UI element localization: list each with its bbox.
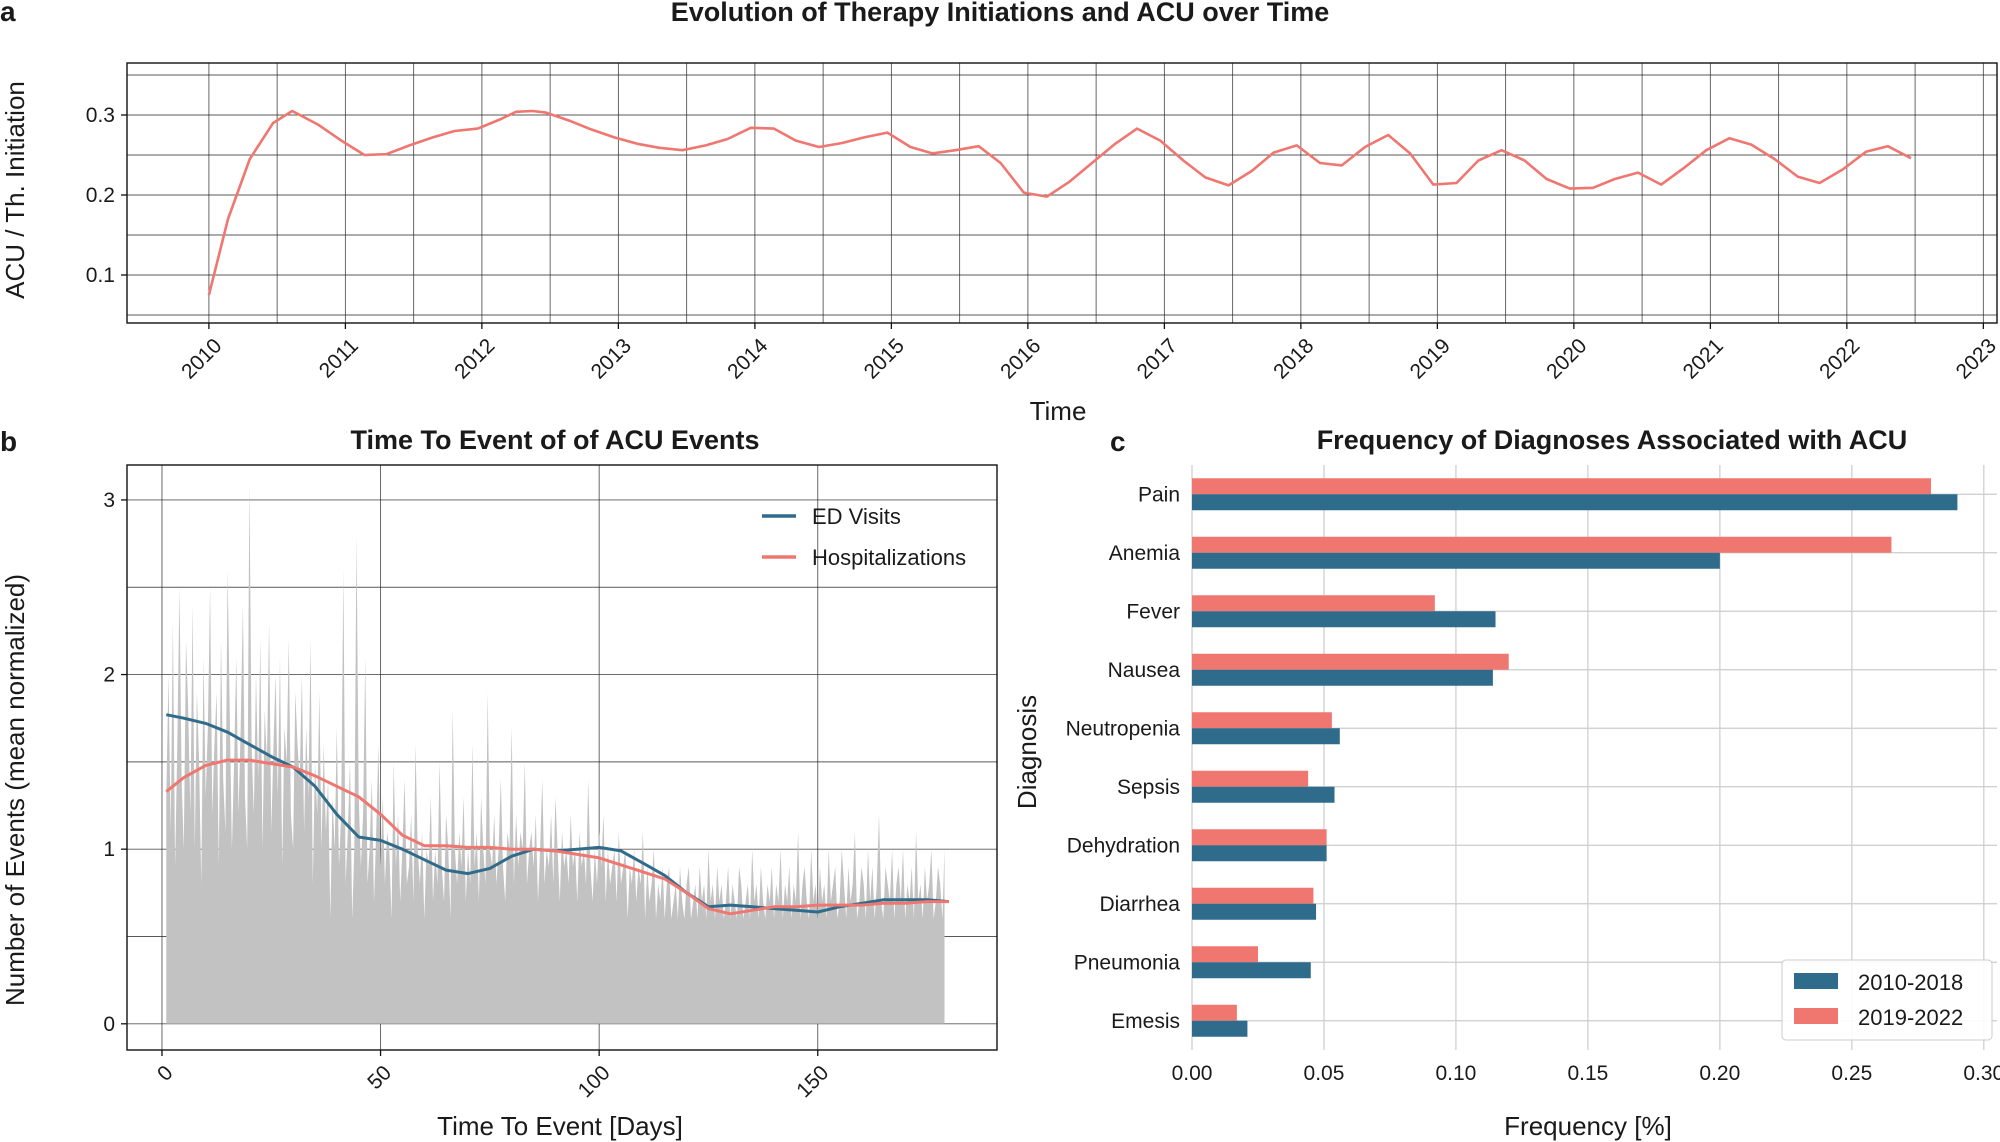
panel-a-xlabel: Time bbox=[1030, 396, 1087, 426]
x-tick-label: 2014 bbox=[723, 334, 773, 384]
y-tick-label: Neutropenia bbox=[1066, 717, 1181, 740]
y-tick-label: 3 bbox=[103, 489, 115, 512]
panel-a-grid bbox=[127, 63, 1997, 323]
legend-swatch-2019-2022 bbox=[1794, 1008, 1838, 1024]
panel-b-legend: ED Visits Hospitalizations bbox=[762, 504, 966, 570]
x-tick-label: 0.20 bbox=[1699, 1062, 1740, 1085]
panel-c-xlabel: Frequency [%] bbox=[1504, 1111, 1672, 1141]
panel-a-title: Evolution of Therapy Initiations and ACU… bbox=[671, 0, 1330, 27]
bar-2019-2022 bbox=[1192, 887, 1314, 904]
x-tick-label: 2010 bbox=[177, 334, 226, 383]
panel-a-ylabel: ACU / Th. Initiation bbox=[0, 81, 30, 299]
bar-2019-2022 bbox=[1192, 712, 1332, 729]
panel-b-letter: b bbox=[0, 426, 17, 457]
panel-b-series bbox=[165, 713, 950, 916]
x-tick-label: 0.25 bbox=[1831, 1062, 1872, 1085]
panel-b-frame bbox=[126, 464, 998, 1051]
y-tick-label: 2 bbox=[103, 664, 115, 687]
y-tick-label: Diarrhea bbox=[1099, 893, 1180, 916]
bar-2019-2022 bbox=[1192, 478, 1932, 495]
y-tick-label: 0.2 bbox=[86, 184, 115, 207]
series-line-hospitalizations bbox=[165, 758, 949, 916]
bar-2010-2018 bbox=[1192, 494, 1958, 511]
x-tick-label: 50 bbox=[363, 1061, 396, 1094]
panel-c-legend: 2010-2018 2019-2022 bbox=[1781, 959, 1993, 1041]
panel-c-letter: c bbox=[1110, 426, 1126, 457]
x-tick-label: 100 bbox=[574, 1061, 615, 1102]
bar-2010-2018 bbox=[1192, 669, 1493, 686]
daily-events-area bbox=[166, 482, 945, 1024]
x-tick-label: 0.15 bbox=[1567, 1062, 1608, 1085]
x-tick-label: 2015 bbox=[860, 334, 909, 383]
panel-c-bar-chart: c Frequency of Diagnoses Associated with… bbox=[1012, 425, 2000, 1141]
bar-2010-2018 bbox=[1192, 786, 1335, 803]
y-tick-label: Fever bbox=[1126, 600, 1180, 623]
panel-b-title: Time To Event of of ACU Events bbox=[350, 425, 759, 455]
panel-a-letter: a bbox=[0, 0, 16, 27]
bar-2010-2018 bbox=[1192, 1020, 1248, 1037]
bar-2010-2018 bbox=[1192, 728, 1340, 745]
bar-2019-2022 bbox=[1192, 595, 1435, 612]
legend-label-2010-2018: 2010-2018 bbox=[1858, 970, 1963, 995]
panel-b-area bbox=[166, 482, 945, 1024]
y-tick-label: Anemia bbox=[1109, 542, 1181, 565]
y-tick-label: 1 bbox=[103, 838, 115, 861]
bar-2010-2018 bbox=[1192, 903, 1317, 920]
panel-b-xlabel: Time To Event [Days] bbox=[437, 1111, 683, 1141]
bar-2019-2022 bbox=[1192, 946, 1258, 963]
bar-2010-2018 bbox=[1192, 962, 1311, 979]
series-line-acu bbox=[207, 109, 1912, 296]
x-tick-label: 2021 bbox=[1679, 334, 1728, 383]
x-tick-label: 2019 bbox=[1406, 334, 1455, 383]
bar-2010-2018 bbox=[1192, 845, 1327, 862]
x-tick-label: 0.10 bbox=[1435, 1062, 1476, 1085]
panel-c-title: Frequency of Diagnoses Associated with A… bbox=[1317, 425, 1908, 455]
panel-a-frame bbox=[126, 62, 1998, 324]
panel-a-line-chart: a Evolution of Therapy Initiations and A… bbox=[0, 0, 2000, 426]
x-tick-label: 0.30 bbox=[1963, 1062, 2000, 1085]
x-tick-label: 2011 bbox=[315, 334, 363, 382]
panel-c-ylabel: Diagnosis bbox=[1012, 695, 1042, 809]
legend-label-hospitalizations: Hospitalizations bbox=[812, 545, 966, 570]
x-tick-label: 2020 bbox=[1542, 334, 1591, 383]
bar-2019-2022 bbox=[1192, 536, 1892, 553]
y-tick-label: 0.1 bbox=[86, 264, 115, 287]
y-tick-label: 0.3 bbox=[86, 104, 115, 127]
legend-label-ed-visits: ED Visits bbox=[812, 504, 901, 529]
y-tick-label: Pneumonia bbox=[1074, 951, 1181, 974]
panel-a-series bbox=[207, 109, 1912, 296]
bar-2010-2018 bbox=[1192, 552, 1720, 569]
y-tick-label: Dehydration bbox=[1067, 834, 1180, 857]
legend-label-2019-2022: 2019-2022 bbox=[1858, 1005, 1963, 1030]
x-tick-label: 0.00 bbox=[1172, 1062, 1213, 1085]
panel-b-time-to-event-chart: b Time To Event of of ACU Events 0 1 2 3 0 50… bbox=[0, 425, 998, 1141]
y-tick-label: Sepsis bbox=[1117, 776, 1180, 799]
panel-c-ticks: 0.00 0.05 0.10 0.15 0.20 0.25 0.30 Pain Anemia Fe… bbox=[1066, 483, 2000, 1085]
x-tick-label: 2012 bbox=[450, 334, 499, 383]
y-tick-label: 0 bbox=[103, 1013, 115, 1036]
bar-2019-2022 bbox=[1192, 829, 1327, 846]
bar-2019-2022 bbox=[1192, 770, 1309, 787]
legend-swatch-2010-2018 bbox=[1794, 973, 1838, 989]
x-tick-label: 0 bbox=[153, 1061, 178, 1086]
y-tick-label: Nausea bbox=[1108, 659, 1181, 682]
bar-2019-2022 bbox=[1192, 1004, 1237, 1021]
x-tick-label: 2023 bbox=[1952, 334, 2000, 383]
x-tick-label: 2013 bbox=[587, 334, 636, 383]
y-tick-label: Pain bbox=[1138, 483, 1180, 506]
panel-b-ylabel: Number of Events (mean normalized) bbox=[0, 574, 30, 1006]
x-tick-label: 2022 bbox=[1815, 334, 1864, 383]
x-tick-label: 2018 bbox=[1269, 334, 1318, 383]
x-tick-label: 2017 bbox=[1133, 334, 1182, 383]
y-tick-label: Emesis bbox=[1111, 1010, 1180, 1033]
bar-2019-2022 bbox=[1192, 653, 1509, 670]
x-tick-label: 0.05 bbox=[1304, 1062, 1345, 1085]
panel-c-bars bbox=[1192, 478, 1958, 1037]
bar-2010-2018 bbox=[1192, 611, 1496, 628]
x-tick-label: 2016 bbox=[996, 334, 1045, 383]
x-tick-label: 150 bbox=[792, 1061, 833, 1102]
